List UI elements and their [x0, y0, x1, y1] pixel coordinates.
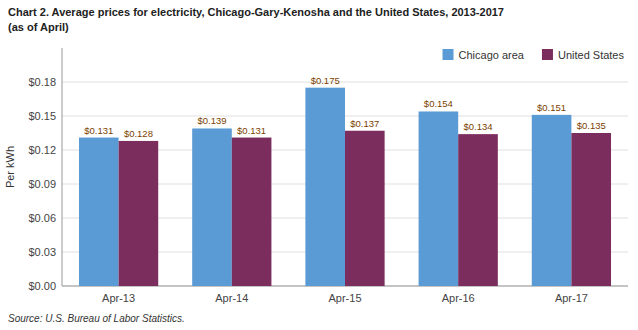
legend-label: United States	[558, 49, 625, 61]
x-tick-label: Apr-16	[442, 292, 475, 304]
legend-item: Chicago area	[443, 49, 525, 61]
x-tick-label: Apr-14	[215, 292, 248, 304]
y-axis: $0.00 $0.03 $0.06 $0.09 $0.12 $0.15 $0.18	[28, 76, 628, 292]
title: Chart 2. Average prices for electricity,…	[8, 6, 504, 18]
data-label: $0.134	[463, 121, 492, 132]
bar	[232, 138, 272, 286]
y-tick-label: $0.09	[28, 178, 56, 190]
legend: Chicago area United States	[443, 49, 625, 61]
y-tick-label: $0.00	[28, 280, 56, 292]
legend-swatch	[542, 49, 553, 60]
bar	[571, 133, 611, 286]
y-axis-line	[62, 48, 63, 286]
data-labels: $0.131 $0.128 $0.139 $0.131 $0.175 $0.137 $0.1…	[84, 75, 605, 139]
x-tick-label: Apr-17	[555, 292, 588, 304]
y-axis-label: Per kWh	[4, 146, 16, 188]
data-label: $0.131	[84, 125, 113, 136]
legend-item: United States	[542, 49, 625, 61]
legend-label: Chicago area	[459, 49, 525, 61]
bar	[305, 88, 345, 286]
bar	[79, 138, 119, 286]
data-label: $0.175	[311, 75, 340, 86]
y-tick-label: $0.15	[28, 110, 56, 122]
bar	[532, 115, 572, 286]
bar	[419, 111, 459, 286]
bar	[345, 131, 385, 286]
legend-swatch	[443, 49, 454, 60]
annotation: Source: U.S. Bureau of Labor Statistics.	[8, 313, 185, 324]
chart: Chart 2. Average prices for electricity,…	[0, 0, 638, 330]
bar	[458, 134, 498, 286]
grid-line	[62, 82, 628, 83]
y-tick-label: $0.06	[28, 212, 56, 224]
x-tick-label: Apr-13	[102, 292, 135, 304]
subtitle: (as of April)	[8, 21, 69, 33]
y-tick-label: $0.18	[28, 76, 56, 88]
data-label: $0.135	[577, 120, 606, 131]
data-label: $0.137	[350, 118, 379, 129]
bar	[192, 128, 232, 286]
y-tick-label: $0.03	[28, 246, 56, 258]
data-label: $0.131	[237, 125, 266, 136]
data-label: $0.128	[124, 128, 153, 139]
x-tick-label: Apr-15	[328, 292, 361, 304]
bar	[119, 141, 159, 286]
data-label: $0.154	[424, 98, 453, 109]
bars	[79, 88, 611, 286]
data-label: $0.151	[537, 102, 566, 113]
data-label: $0.139	[197, 115, 226, 126]
y-tick-label: $0.12	[28, 144, 56, 156]
